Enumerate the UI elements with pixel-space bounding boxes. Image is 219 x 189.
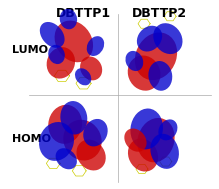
Ellipse shape	[56, 148, 77, 169]
Ellipse shape	[60, 9, 77, 29]
Ellipse shape	[128, 139, 158, 172]
Ellipse shape	[148, 61, 172, 91]
Ellipse shape	[137, 26, 162, 52]
Ellipse shape	[130, 108, 163, 149]
Ellipse shape	[87, 36, 104, 56]
Ellipse shape	[135, 33, 177, 80]
Ellipse shape	[128, 56, 161, 91]
Ellipse shape	[63, 120, 102, 160]
Ellipse shape	[150, 134, 179, 169]
Text: DBTTP2: DBTTP2	[132, 7, 187, 20]
Ellipse shape	[60, 101, 87, 135]
Ellipse shape	[47, 47, 75, 79]
Ellipse shape	[75, 68, 91, 85]
Ellipse shape	[83, 119, 108, 146]
Ellipse shape	[125, 51, 143, 71]
Ellipse shape	[48, 45, 65, 64]
Ellipse shape	[48, 105, 82, 144]
Ellipse shape	[137, 118, 175, 162]
Ellipse shape	[80, 57, 102, 80]
Text: HOMO: HOMO	[12, 134, 51, 144]
Ellipse shape	[40, 22, 65, 48]
Ellipse shape	[124, 129, 147, 152]
Ellipse shape	[76, 140, 106, 170]
Ellipse shape	[39, 122, 74, 161]
Text: DBTTP1: DBTTP1	[56, 7, 111, 20]
Ellipse shape	[158, 119, 177, 140]
Ellipse shape	[153, 23, 182, 54]
Text: LUMO: LUMO	[12, 45, 48, 55]
Ellipse shape	[55, 21, 93, 62]
